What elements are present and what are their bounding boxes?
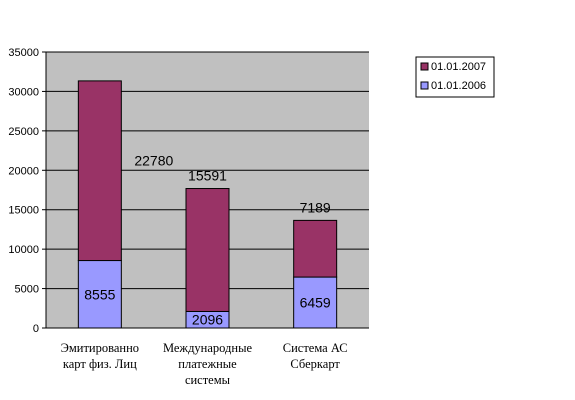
bar-segment: [293, 219, 338, 278]
y-tick-label: 20000: [8, 165, 39, 177]
data-label: 22780: [134, 153, 173, 169]
data-label: 7189: [300, 199, 331, 215]
legend: 01.01.2007 01.01.2006: [415, 56, 495, 98]
bar-segment: [185, 188, 230, 312]
y-tick-label: 5000: [15, 284, 39, 296]
category-label: Международные платежные системы: [163, 341, 253, 387]
y-tick-label: 15000: [8, 205, 39, 217]
y-tick-label: 30000: [8, 86, 39, 98]
bars: [77, 80, 338, 329]
y-tick-label: 10000: [8, 244, 39, 256]
legend-label-2006: 01.01.2006: [431, 80, 486, 92]
data-label: 8555: [84, 286, 115, 302]
legend-label-2007: 01.01.2007: [431, 61, 486, 73]
data-label: 15591: [188, 168, 227, 184]
category-label: Система АС Сберкарт: [283, 341, 348, 371]
legend-box: [415, 56, 495, 98]
y-tick-label: 0: [33, 323, 39, 335]
y-tick-label: 35000: [8, 47, 39, 59]
data-label: 6459: [300, 295, 331, 311]
y-tick-label: 25000: [8, 126, 39, 138]
legend-swatch-2006: [420, 81, 429, 90]
bar-segment: [77, 80, 122, 262]
data-labels: 8555 22780 2096 15591 6459 7189: [84, 153, 331, 328]
x-axis-categories: Эмитированно карт физ. Лиц Международные пл…: [61, 341, 348, 387]
category-label: Эмитированно карт физ. Лиц: [61, 341, 139, 371]
legend-swatch-2007: [420, 62, 429, 71]
data-label: 2096: [192, 312, 223, 328]
y-axis-ticks: 0 5000 10000 15000 20000 25000 30000 35000: [8, 47, 46, 335]
